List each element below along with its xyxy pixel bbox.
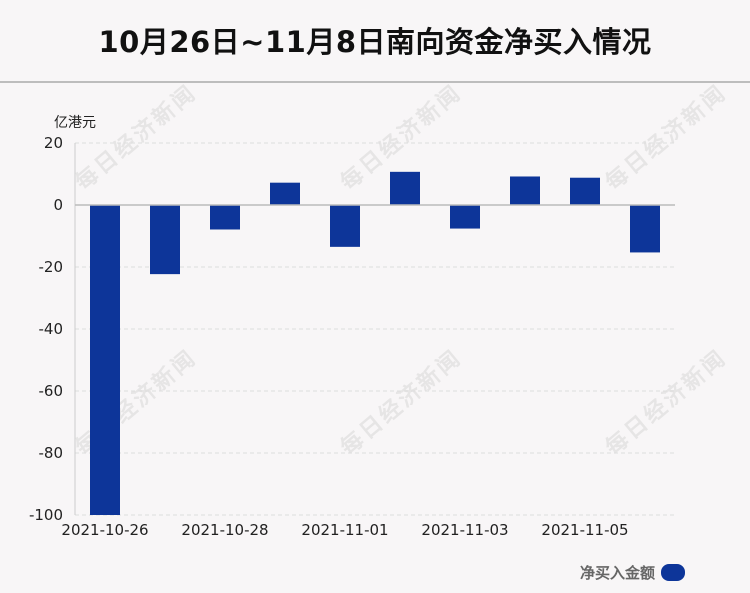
- y-axis-unit-label: 亿港元: [54, 115, 96, 131]
- x-tick-label: 2021-10-26: [61, 521, 148, 539]
- bar: [210, 205, 240, 230]
- y-tick-label: 0: [53, 196, 63, 214]
- bar: [510, 176, 540, 205]
- bar: [390, 171, 420, 205]
- y-tick-label: 20: [44, 134, 63, 152]
- y-tick-label: -100: [29, 506, 63, 524]
- bar: [330, 205, 360, 247]
- legend-swatch: [661, 564, 685, 581]
- bar: [570, 177, 600, 205]
- bar: [450, 205, 480, 229]
- x-tick-label: 2021-11-01: [301, 521, 388, 539]
- bar: [270, 182, 300, 205]
- bar: [150, 205, 180, 275]
- y-tick-label: -80: [39, 444, 64, 462]
- bar: [630, 205, 660, 253]
- legend: 净买入金额: [580, 562, 685, 583]
- x-tick-label: 2021-11-03: [421, 521, 508, 539]
- x-tick-label: 2021-11-05: [541, 521, 628, 539]
- chart-title: 10月26日~11月8日南向资金净买入情况: [98, 25, 652, 59]
- y-tick-label: -20: [39, 258, 64, 276]
- title-divider: [0, 81, 750, 83]
- x-tick-label: 2021-10-28: [181, 521, 268, 539]
- legend-label: 净买入金额: [579, 564, 655, 582]
- bar: [90, 205, 120, 515]
- y-tick-label: -40: [39, 320, 64, 338]
- y-tick-label: -60: [39, 382, 64, 400]
